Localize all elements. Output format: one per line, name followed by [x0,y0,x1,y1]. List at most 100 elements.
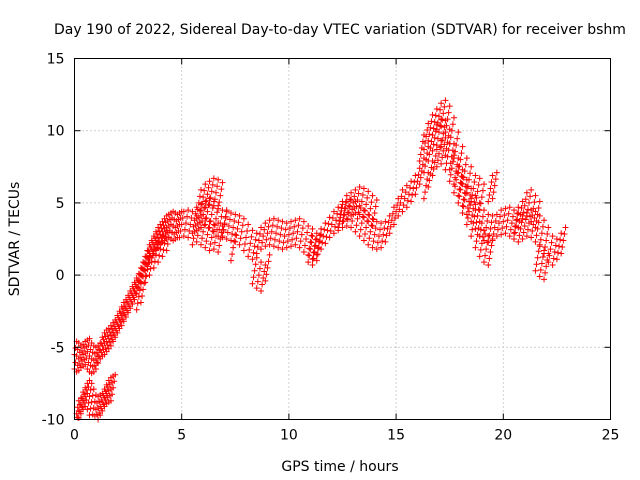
data-point [533,261,540,268]
data-point [467,170,474,177]
data-point [219,179,226,186]
data-point [401,195,408,202]
data-point [359,191,366,198]
data-point [213,233,220,240]
data-point [513,217,520,224]
data-point [394,202,401,209]
data-point [553,256,560,263]
data-point [316,238,323,245]
data-point [532,224,539,231]
data-point [234,225,241,232]
data-point [521,223,528,230]
data-point [84,348,91,355]
data-point [326,234,333,241]
data-point [190,235,197,242]
data-point [232,238,239,245]
data-point [362,207,369,214]
data-point [542,243,549,250]
data-point [309,233,316,240]
data-point [323,233,330,240]
data-point [455,169,462,176]
data-point [505,210,512,217]
data-point [512,229,519,236]
data-point [201,204,208,211]
data-point [249,227,256,234]
data-point [502,230,509,237]
data-point [145,259,152,266]
data-point [342,199,349,206]
data-point [492,176,499,183]
data-point [309,225,316,232]
data-point [244,228,251,235]
data-point [202,215,209,222]
data-point [205,184,212,191]
data-point [528,186,535,193]
data-point [252,261,259,268]
data-point [492,217,499,224]
data-point [112,334,119,341]
data-point [432,112,439,119]
data-point [251,243,258,250]
data-point [254,243,261,250]
x-tick-label: 5 [177,428,186,444]
data-point [258,224,265,231]
data-point [484,239,491,246]
data-point [265,258,272,265]
data-point [529,212,536,219]
data-point [163,247,170,254]
data-point [498,231,505,238]
data-point [318,225,325,232]
data-point [245,253,252,260]
data-point [536,198,543,205]
data-point [135,293,142,300]
data-point [360,207,367,214]
data-point [325,220,332,227]
data-point [461,197,468,204]
data-point [159,253,166,260]
data-point [260,233,267,240]
data-point [154,245,161,252]
data-point [448,127,455,134]
data-point [528,234,535,241]
x-tick-label: 15 [387,428,405,444]
data-point [523,233,530,240]
data-point [222,213,229,220]
data-point [236,241,243,248]
data-point [120,318,127,325]
data-point [286,225,293,232]
data-point [534,211,541,218]
data-point [210,221,217,228]
data-point [477,246,484,253]
data-point [351,193,358,200]
data-point [428,118,435,125]
data-point [147,265,154,272]
data-point [141,280,148,287]
data-point [311,248,318,255]
data-point [205,202,212,209]
data-point [420,195,427,202]
data-point [537,236,544,243]
data-point [165,234,172,241]
data-point [360,185,367,192]
data-point [278,225,285,232]
data-point [204,191,211,198]
data-point [265,223,272,230]
data-point [390,204,397,211]
data-point [360,214,367,221]
data-point [464,215,471,222]
data-point [202,204,209,211]
data-point [155,259,162,266]
data-point [214,226,221,233]
data-point [213,189,220,196]
data-point [322,220,329,227]
data-point [313,236,320,242]
data-point [370,238,377,245]
data-point [318,231,325,238]
data-point [144,266,151,273]
data-point [331,223,338,230]
data-point [429,111,436,118]
data-point [268,228,275,235]
data-point [502,205,509,212]
data-point [491,182,498,189]
data-point [397,199,404,206]
